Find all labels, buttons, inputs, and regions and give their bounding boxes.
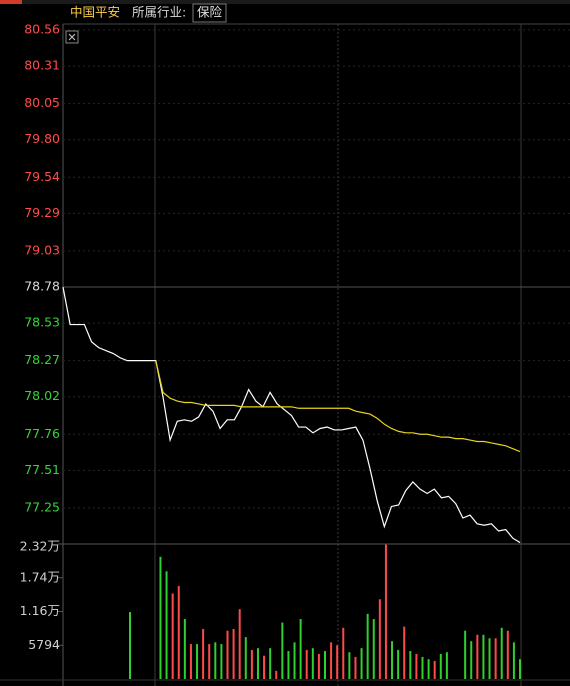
y-tick-label: 79.03 [24, 242, 60, 257]
volume-bar [159, 556, 162, 679]
volume-bar [445, 652, 448, 679]
y-tick-label: 78.53 [24, 315, 60, 330]
volume-bar [244, 637, 247, 679]
volume-bar [214, 642, 217, 679]
y-tick-label: 77.76 [24, 426, 60, 441]
y-tick-label: 1.16万 [20, 603, 60, 618]
volume-bar [171, 593, 174, 679]
volume-bar [397, 649, 400, 679]
volume-bar [196, 644, 199, 679]
volume-bar [476, 634, 479, 679]
volume-bar [519, 659, 521, 679]
volume-bar [354, 656, 357, 679]
y-tick-label: 80.05 [24, 95, 60, 110]
volume-bar [439, 653, 442, 679]
volume-bar [256, 648, 259, 679]
volume-bar [183, 619, 186, 679]
volume-bar [189, 644, 192, 679]
volume-bar [366, 613, 369, 679]
volume-bar [293, 642, 296, 679]
volume-bar [336, 645, 339, 679]
volume-bar [433, 660, 436, 679]
industry-box[interactable] [192, 3, 227, 23]
volume-bar [512, 642, 515, 679]
y-tick-label: 80.56 [24, 22, 60, 37]
industry-label: 所属行业: [132, 5, 186, 20]
volume-bar [220, 644, 223, 679]
volume-bar [482, 634, 485, 679]
y-tick-label: 5794 [28, 637, 60, 652]
volume-bar [421, 656, 424, 679]
volume-bar [384, 544, 387, 679]
volume-bar [360, 648, 363, 679]
y-tick-label: 77.25 [24, 499, 60, 514]
volume-bar [415, 653, 418, 679]
tab-strip [0, 0, 570, 4]
volume-bar [506, 630, 509, 679]
industry-name[interactable]: 保险 [197, 5, 223, 20]
volume-bar [250, 649, 253, 679]
volume-bar [391, 641, 394, 679]
volume-bar [317, 653, 320, 679]
volume-bar [372, 619, 375, 679]
volume-bar [305, 649, 308, 679]
volume-bar [281, 622, 284, 679]
volume-bar [409, 651, 412, 679]
y-tick-label: 78.78 [24, 279, 60, 294]
volume-bar [348, 652, 351, 679]
volume-bar [202, 628, 205, 679]
volume-bar [299, 619, 302, 679]
y-tick-label: 79.29 [24, 205, 60, 220]
stock-name: 中国平安 [70, 5, 120, 20]
tab-marker [0, 0, 22, 4]
y-tick-label: 80.31 [24, 58, 60, 73]
y-tick-label: 1.74万 [20, 569, 60, 584]
volume-bar [208, 644, 211, 679]
volume-bar [232, 628, 235, 679]
volume-bar [324, 651, 326, 679]
volume-bar [238, 609, 241, 679]
volume-bar [330, 642, 333, 679]
volume-bar [311, 648, 314, 679]
volume-bar [226, 630, 229, 679]
volume-bar [177, 585, 180, 679]
close-box[interactable] [65, 30, 79, 44]
y-tick-label: 79.54 [24, 169, 60, 184]
volume-bar [427, 659, 430, 679]
volume-bar [129, 612, 131, 679]
y-tick-label: 79.80 [24, 131, 60, 146]
volume-bar [165, 571, 168, 679]
volume-bar [500, 627, 503, 679]
volume-bar [287, 651, 290, 679]
volume-bar [275, 670, 278, 679]
volume-bar [470, 641, 473, 679]
volume-bar [263, 655, 266, 679]
y-tick-label: 2.32万 [20, 539, 60, 554]
close-icon[interactable] [68, 33, 76, 41]
volume-bar [494, 638, 497, 679]
average-line [155, 360, 521, 453]
volume-bar [488, 638, 491, 679]
volume-bar [403, 626, 406, 679]
volume-bar [269, 648, 272, 679]
y-tick-label: 77.51 [24, 462, 60, 477]
volume-bar [342, 627, 345, 679]
price-line [62, 286, 521, 544]
y-tick-label: 78.27 [24, 352, 60, 367]
volume-bar [464, 630, 467, 679]
volume-bar [378, 599, 381, 679]
y-tick-label: 78.02 [24, 388, 60, 403]
